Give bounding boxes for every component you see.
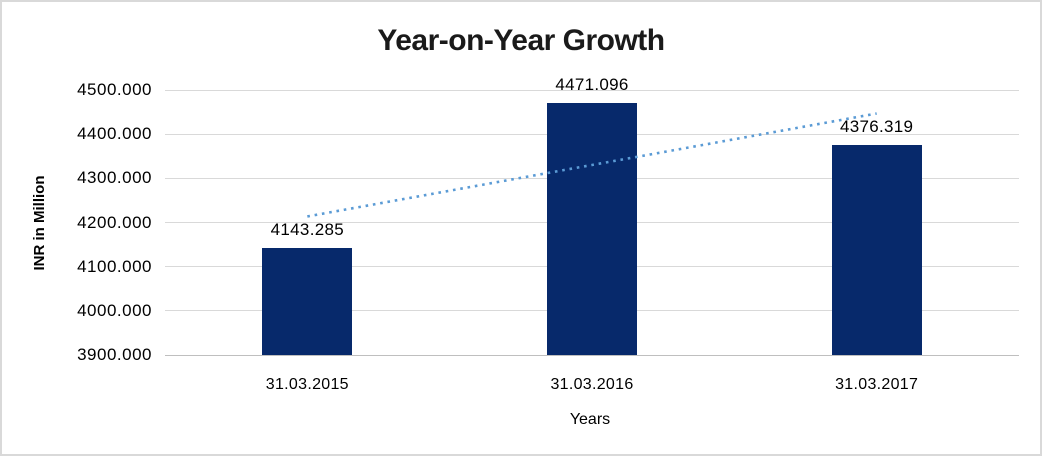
x-axis-line: [165, 354, 1019, 356]
x-axis-title: Years: [569, 411, 611, 428]
y-tick-label: 4500.000: [77, 80, 152, 99]
y-tick-label: 4400.000: [77, 124, 152, 144]
y-tick-label: 4100.000: [77, 256, 152, 276]
y-tick-label: 4200.000: [77, 212, 152, 232]
x-tick-label: 31.03.2016: [550, 376, 634, 393]
bar-data-label: 4143.285: [270, 219, 344, 239]
x-tick-label: 31.03.2015: [265, 376, 349, 393]
y-tick-label: 4300.000: [77, 168, 152, 188]
gridline: [165, 89, 1019, 91]
y-tick-label: 3900.000: [77, 345, 152, 364]
chart-title: Year-on-Year Growth: [377, 24, 665, 57]
bar: [262, 247, 353, 355]
y-tick-label: 4000.000: [77, 300, 152, 320]
bar: [831, 144, 922, 355]
chart-left-edge: [0, 0, 2, 398]
bar-data-label: 4376.319: [840, 116, 914, 136]
bar: [547, 102, 637, 355]
bar-data-label: 4471.096: [555, 74, 629, 94]
x-tick-label: 31.03.2017: [835, 376, 919, 393]
